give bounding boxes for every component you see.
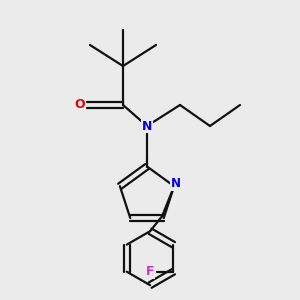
Text: N: N	[171, 177, 181, 190]
Text: F: F	[146, 265, 154, 278]
Text: N: N	[142, 119, 152, 133]
Text: O: O	[74, 98, 85, 112]
